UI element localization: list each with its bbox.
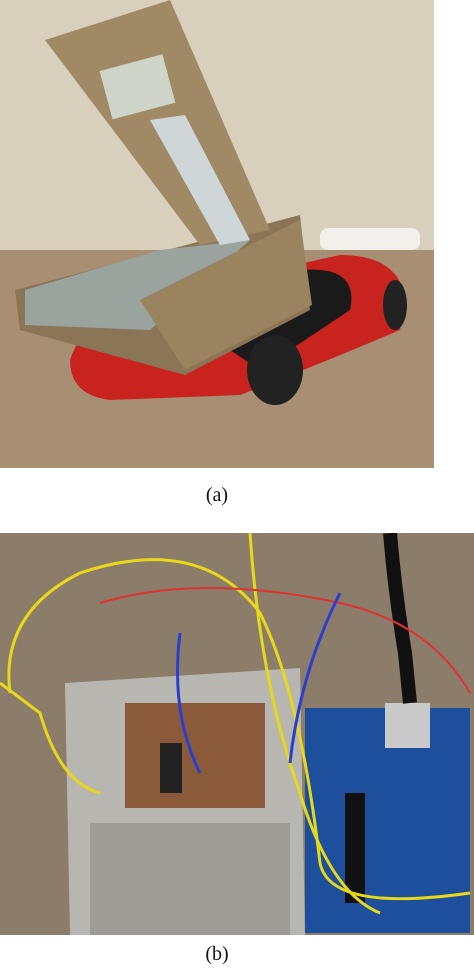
wire-blue [176,632,202,774]
usb-battery [320,228,420,250]
caption-b: (b) [205,943,229,965]
wire-red [99,587,471,694]
usb-port [385,703,430,748]
ribbon-cable [150,115,250,245]
photo-arduino-circuit [0,533,474,935]
camera-module [99,54,176,120]
wire-yellow [248,533,381,915]
circuit-board [125,703,265,808]
caption-a: (a) [205,484,229,506]
photo-car-with-camera [0,0,434,468]
wheel [247,335,303,405]
box-compartment [90,823,290,935]
wire-blue [288,592,342,764]
ic-chip [160,743,182,793]
wire-yellow [0,681,101,795]
usb-cable [383,533,417,704]
wire-yellow [7,558,471,901]
raspberry-pi [25,240,250,330]
wheel [383,280,407,330]
microcontroller [345,793,365,903]
cardboard-front [140,220,312,370]
